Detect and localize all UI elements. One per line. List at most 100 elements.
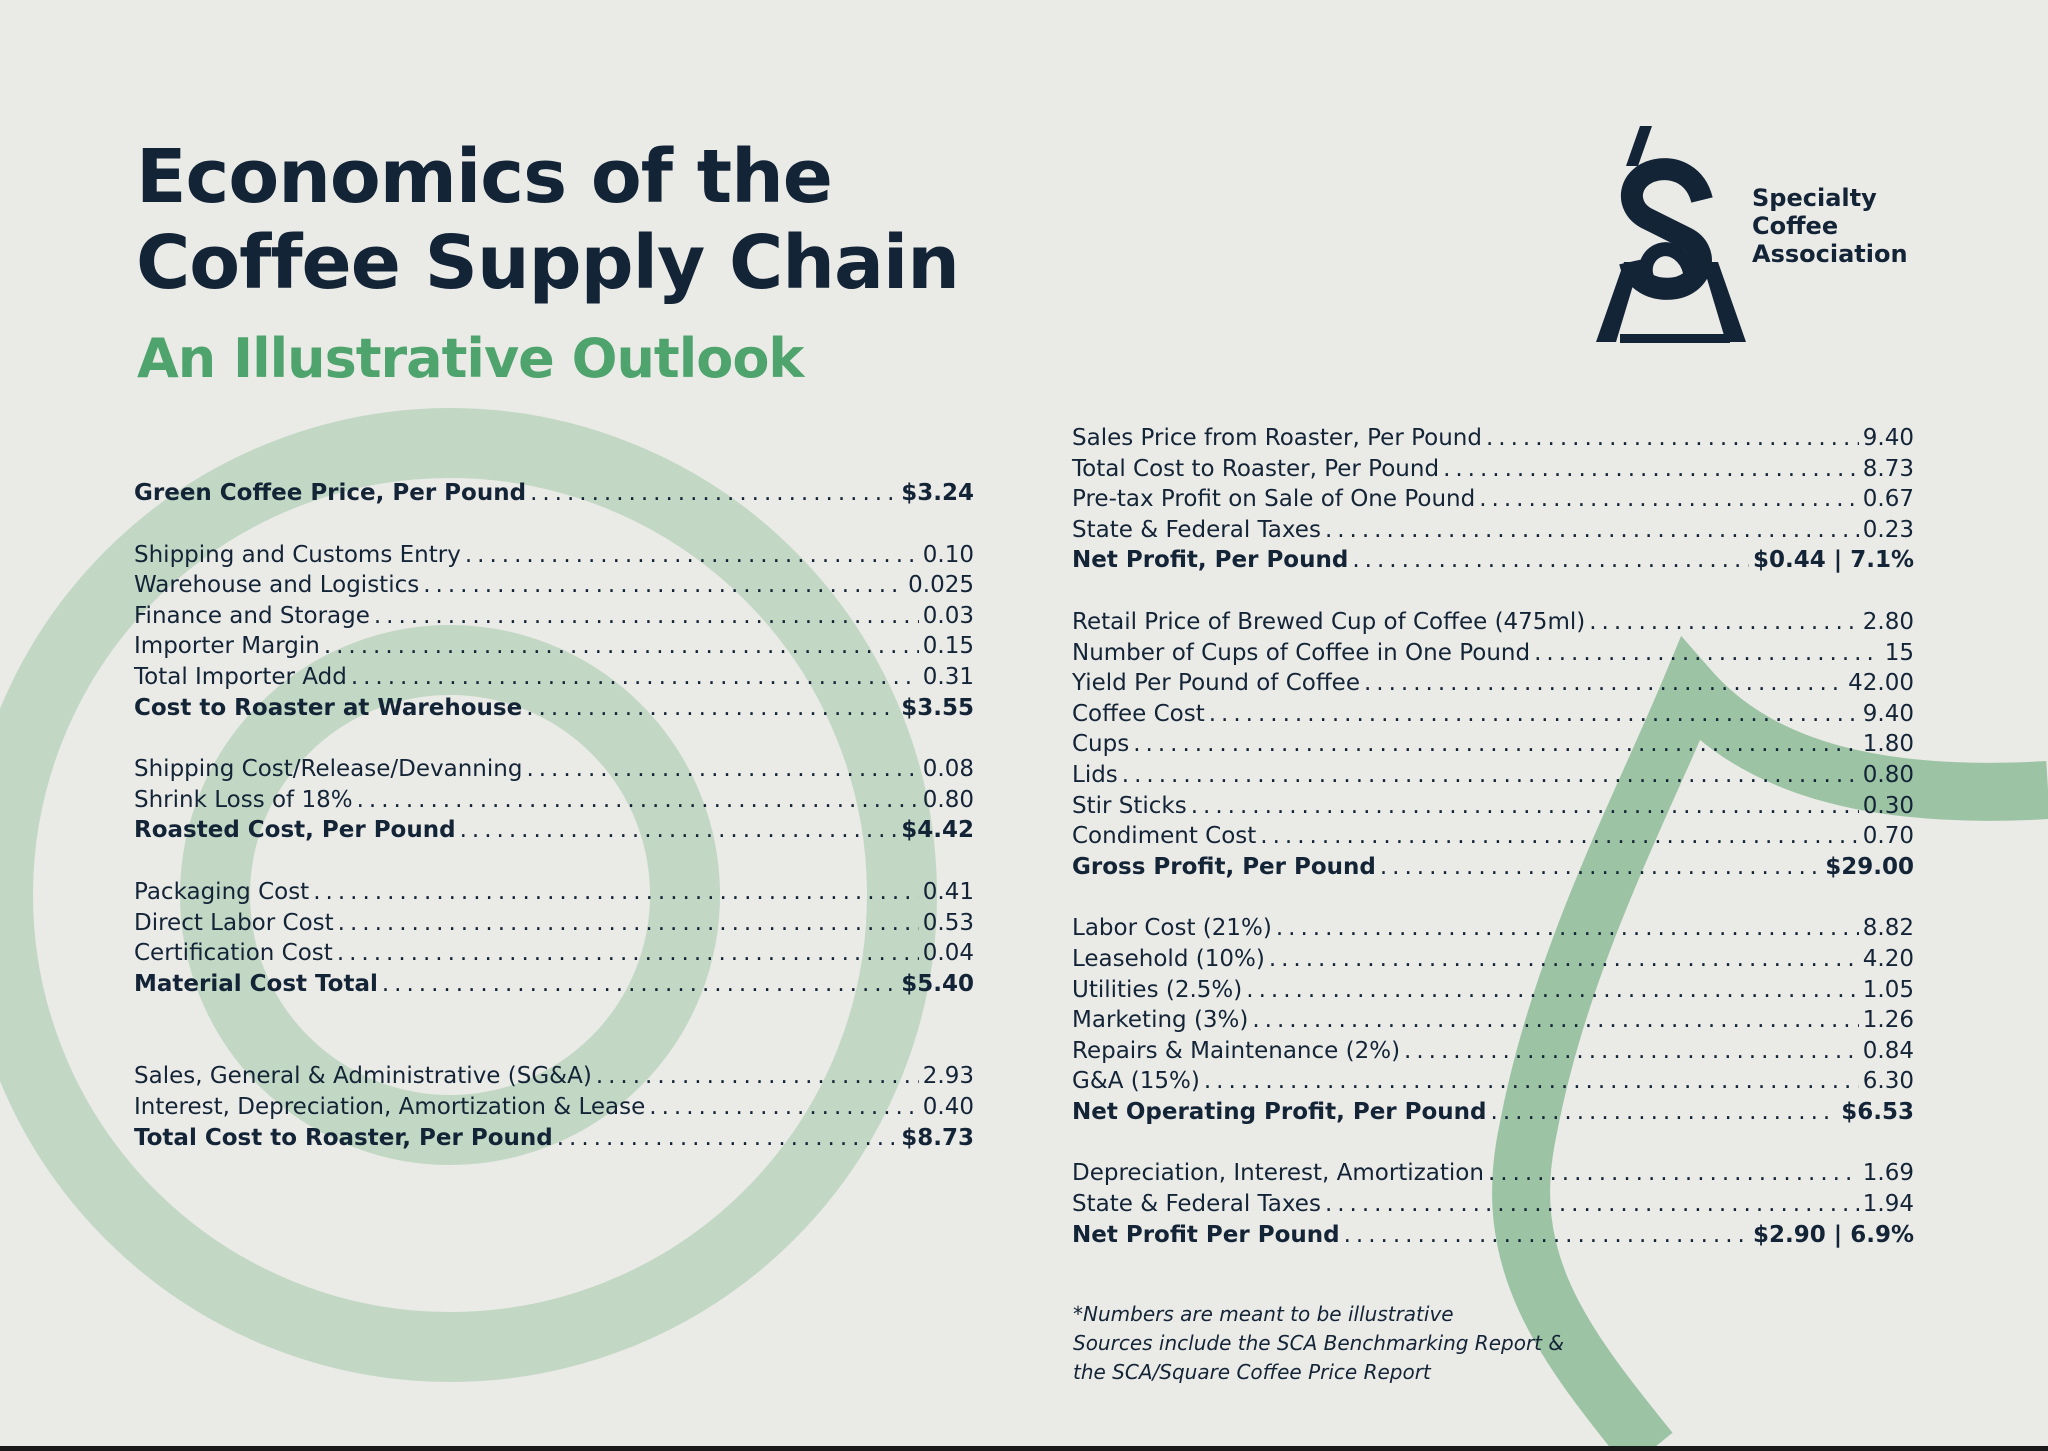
line-item-label: Material Cost Total: [134, 970, 378, 997]
line-item-value: 0.04: [922, 940, 974, 967]
sca-logo: Specialty Coffee Association: [1590, 122, 1920, 352]
dot-leader: ........................................…: [1352, 547, 1749, 574]
line-item: Marketing (3%)..........................…: [1072, 1005, 1914, 1036]
line-item: Coffee Cost.............................…: [1072, 699, 1914, 730]
line-item-value: $2.90 | 6.9%: [1753, 1221, 1914, 1248]
line-item-value: 0.10: [922, 541, 974, 568]
line-item-label: Stir Sticks: [1072, 792, 1187, 819]
line-item-group: Sales, General & Administrative (SG&A)..…: [134, 1061, 974, 1153]
line-item-value: 6.30: [1862, 1068, 1914, 1095]
left-cost-column: Green Coffee Price, Per Pound...........…: [134, 478, 974, 1153]
dot-leader: ........................................…: [1443, 455, 1859, 482]
line-item-label: Green Coffee Price, Per Pound: [134, 480, 527, 506]
line-item-label: Warehouse and Logistics: [134, 572, 420, 599]
line-item-value: 1.69: [1862, 1160, 1914, 1187]
line-item: Shipping and Customs Entry..............…: [134, 540, 974, 571]
dot-leader: ........................................…: [649, 1093, 919, 1120]
line-item-label: Sales, General & Administrative (SG&A): [134, 1063, 592, 1090]
line-item-value: $8.73: [901, 1124, 974, 1151]
line-item: Finance and Storage.....................…: [134, 601, 974, 632]
line-item-total: Roasted Cost, Per Pound.................…: [134, 815, 974, 846]
logo-line-2: Coffee: [1752, 212, 1839, 240]
dot-leader: ........................................…: [423, 572, 905, 599]
dot-leader: ........................................…: [337, 909, 919, 936]
line-item-total: Net Profit Per Pound....................…: [1072, 1220, 1914, 1251]
page-title: Economics of the Coffee Supply Chain: [136, 134, 960, 306]
line-item-value: 0.53: [922, 909, 974, 936]
right-profit-column: Sales Price from Roaster, Per Pound.....…: [1072, 423, 1914, 1250]
line-item-label: Leasehold (10%): [1072, 945, 1265, 972]
line-item-label: Sales Price from Roaster, Per Pound: [1072, 425, 1482, 451]
line-item-value: 0.80: [922, 786, 974, 813]
line-item-label: Labor Cost (21%): [1072, 915, 1272, 942]
dot-leader: ........................................…: [373, 602, 919, 629]
line-item-value: 0.67: [1862, 486, 1914, 513]
line-item-value: $4.42: [901, 817, 974, 844]
footnote-line-2: Sources include the SCA Benchmarking Rep…: [1073, 1331, 1564, 1355]
dot-leader: ........................................…: [1343, 1221, 1750, 1248]
line-item: Packaging Cost..........................…: [134, 877, 974, 908]
dot-leader: ........................................…: [1260, 823, 1858, 850]
line-item: Labor Cost (21%)........................…: [1072, 913, 1914, 944]
line-item-group: Green Coffee Price, Per Pound...........…: [134, 478, 974, 509]
line-item: Leasehold (10%).........................…: [1072, 944, 1914, 975]
dot-leader: ........................................…: [1404, 1037, 1859, 1064]
line-item-value: 0.03: [922, 602, 974, 629]
line-item-label: Lids: [1072, 761, 1118, 788]
line-item-label: Total Cost to Roaster, Per Pound: [134, 1124, 553, 1151]
line-item-label: Retail Price of Brewed Cup of Coffee (47…: [1072, 608, 1586, 635]
line-item: Total Cost to Roaster, Per Pound........…: [1072, 454, 1914, 485]
line-item: Utilities (2.5%)........................…: [1072, 975, 1914, 1006]
dot-leader: ........................................…: [381, 970, 898, 997]
line-item-label: Total Importer Add: [134, 663, 347, 690]
line-item: Direct Labor Cost.......................…: [134, 908, 974, 939]
line-item: Shipping Cost/Release/Devanning.........…: [134, 754, 974, 785]
line-item-value: 4.20: [1862, 945, 1914, 972]
line-item-group: Shipping Cost/Release/Devanning.........…: [134, 754, 974, 846]
line-item: Stir Sticks.............................…: [1072, 791, 1914, 822]
line-item-label: Depreciation, Interest, Amortization: [1072, 1160, 1484, 1187]
line-item-label: Importer Margin: [134, 633, 320, 660]
dot-leader: ........................................…: [350, 663, 919, 690]
dot-leader: ........................................…: [556, 1124, 898, 1151]
dot-leader: ........................................…: [530, 480, 898, 506]
line-item: Interest, Depreciation, Amortization & L…: [134, 1092, 974, 1123]
line-item-label: State & Federal Taxes: [1072, 516, 1321, 543]
dot-leader: ........................................…: [1246, 976, 1859, 1003]
line-item-group: Shipping and Customs Entry..............…: [134, 540, 974, 724]
line-item: Shrink Loss of 18%......................…: [134, 785, 974, 816]
line-item-total: Cost to Roaster at Warehouse............…: [134, 693, 974, 724]
line-item: Cups....................................…: [1072, 729, 1914, 760]
large-ring-decoration: [0, 408, 937, 1382]
dot-leader: ........................................…: [356, 786, 919, 813]
line-item-total: Material Cost Total.....................…: [134, 969, 974, 1000]
line-item-group: Retail Price of Brewed Cup of Coffee (47…: [1072, 607, 1914, 882]
line-item-label: Net Profit, Per Pound: [1072, 547, 1349, 574]
dot-leader: ........................................…: [1485, 425, 1859, 451]
dot-leader: ........................................…: [1490, 1098, 1838, 1125]
line-item-value: 0.40: [922, 1093, 974, 1120]
line-item-value: 0.84: [1862, 1037, 1914, 1064]
line-item: Total Importer Add......................…: [134, 662, 974, 693]
small-ring-decoration: [180, 625, 720, 1165]
dot-leader: ........................................…: [1324, 516, 1859, 543]
line-item-value: $5.40: [901, 970, 974, 997]
dot-leader: ........................................…: [1208, 700, 1859, 727]
logo-line-3: Association: [1752, 240, 1908, 268]
line-item-label: Shipping Cost/Release/Devanning: [134, 756, 523, 783]
line-item-label: Total Cost to Roaster, Per Pound: [1072, 455, 1440, 482]
title-line-2: Coffee Supply Chain: [136, 220, 960, 306]
dot-leader: ........................................…: [336, 940, 919, 967]
line-item-label: Number of Cups of Coffee in One Pound: [1072, 639, 1531, 666]
dot-leader: ........................................…: [323, 633, 919, 660]
line-item-label: Shrink Loss of 18%: [134, 786, 353, 813]
line-item-total: Net Operating Profit, Per Pound.........…: [1072, 1097, 1914, 1128]
line-item-value: $6.53: [1841, 1098, 1914, 1125]
line-item-value: $29.00: [1825, 853, 1914, 880]
line-item-value: 1.80: [1862, 731, 1914, 758]
line-item-value: 1.26: [1862, 1007, 1914, 1034]
line-item-label: Finance and Storage: [134, 602, 370, 629]
line-item-value: 2.93: [922, 1063, 974, 1090]
line-item-value: $3.24: [901, 480, 974, 506]
line-item-label: Coffee Cost: [1072, 700, 1205, 727]
